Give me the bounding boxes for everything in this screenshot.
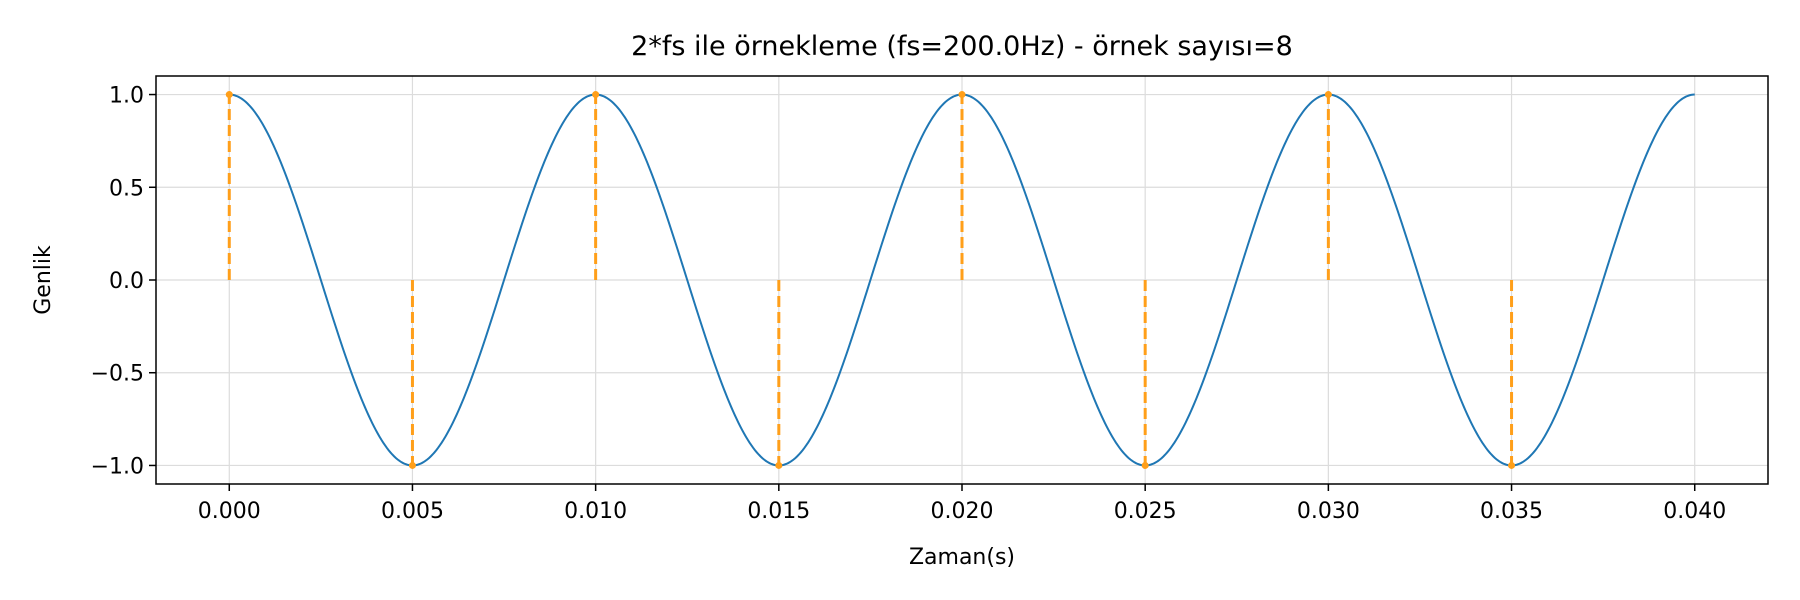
y-tick-label: 0.0 bbox=[109, 269, 144, 294]
y-axis-label: Genlik bbox=[31, 245, 56, 315]
x-tick-label: 0.040 bbox=[1663, 499, 1726, 524]
x-tick-label: 0.005 bbox=[381, 499, 444, 524]
sample-point bbox=[1324, 91, 1332, 99]
x-tick-label: 0.030 bbox=[1297, 499, 1360, 524]
x-tick-label: 0.020 bbox=[931, 499, 994, 524]
sample-point bbox=[408, 461, 416, 469]
plot-area bbox=[225, 91, 1695, 469]
x-tick-label: 0.000 bbox=[198, 499, 261, 524]
x-axis: 0.000 0.005 0.010 0.015 0.020 0.025 0.030 0.035… bbox=[198, 484, 1726, 524]
sample-point bbox=[592, 91, 600, 99]
x-tick-label: 0.035 bbox=[1480, 499, 1543, 524]
sample-point bbox=[225, 91, 233, 99]
x-tick-label: 0.015 bbox=[747, 499, 810, 524]
y-tick-label: −1.0 bbox=[91, 454, 144, 479]
y-tick-label: 1.0 bbox=[109, 84, 144, 109]
sample-point bbox=[1508, 461, 1516, 469]
y-tick-label: −0.5 bbox=[91, 362, 144, 387]
x-tick-label: 0.025 bbox=[1114, 499, 1177, 524]
y-axis: 1.0 0.5 0.0 −0.5 −1.0 bbox=[91, 84, 156, 479]
x-axis-label: Zaman(s) bbox=[909, 545, 1015, 570]
sample-point bbox=[1141, 461, 1149, 469]
sample-point bbox=[958, 91, 966, 99]
sample-point bbox=[775, 461, 783, 469]
x-tick-label: 0.010 bbox=[564, 499, 627, 524]
grid bbox=[156, 76, 1768, 484]
chart-title: 2*fs ile örnekleme (fs=200.0Hz) - örnek … bbox=[631, 31, 1293, 62]
y-tick-label: 0.5 bbox=[109, 176, 144, 201]
